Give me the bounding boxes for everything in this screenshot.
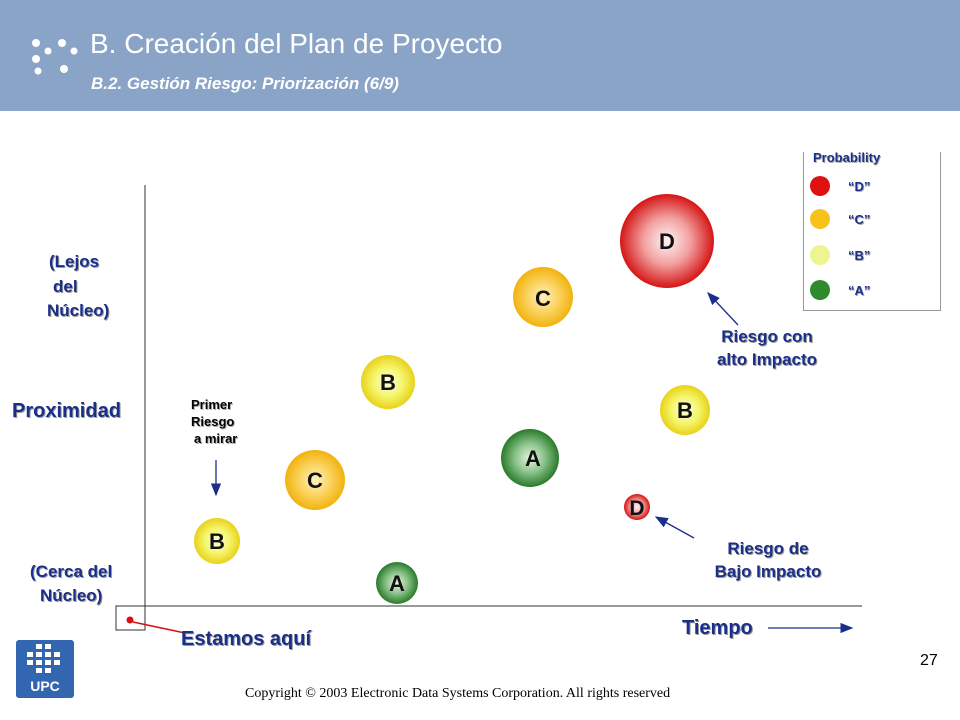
risk-label: D — [629, 497, 644, 520]
y-top-label-line1: (Lejos — [49, 252, 100, 271]
risk-label: B — [677, 398, 693, 423]
legend-box — [803, 152, 941, 311]
risk-label: B — [380, 370, 396, 395]
here-label: Estamos aquí — [181, 628, 312, 650]
y-bottom-label-line2: Núcleo) — [40, 586, 103, 605]
y-bottom-label-line1: (Cerca del — [30, 562, 113, 581]
risk-label: C — [307, 468, 323, 493]
legend-label-d: “D” — [848, 179, 871, 194]
upc-logo: UPC — [16, 640, 74, 698]
bubbles: B C A B A C D B — [194, 194, 714, 604]
risk-bubble: D — [624, 494, 650, 520]
low-impact-arrow — [654, 516, 695, 539]
high-impact-line1: Riesgo con — [721, 327, 813, 346]
page-subtitle: B.2. Gestión Riesgo: Priorización (6/9) — [91, 74, 399, 93]
risk-bubble: B — [361, 355, 415, 409]
risk-label: C — [535, 286, 551, 311]
legend-dot-b — [810, 245, 830, 265]
risk-bubble: A — [501, 429, 559, 487]
risk-label: A — [389, 571, 405, 596]
upc-logo-dots-icon — [27, 644, 60, 673]
x-axis-label: Tiempo — [682, 617, 753, 639]
risk-label: D — [659, 229, 675, 254]
y-top-label-line2: del — [53, 277, 78, 296]
here-pointer-line — [132, 621, 186, 634]
upc-logo-text: UPC — [30, 678, 60, 694]
legend-label-c: “C” — [848, 212, 871, 227]
legend-dot-d — [810, 176, 830, 196]
high-impact-line2: alto Impacto — [716, 350, 818, 369]
legend-dot-c — [810, 209, 830, 229]
page-title: B. Creación del Plan de Proyecto — [90, 28, 503, 59]
low-impact-line2: Bajo Impacto — [714, 562, 822, 581]
y-top-label-line3: Núcleo) — [47, 301, 110, 320]
risk-bubble: C — [285, 450, 345, 510]
dots-logo-icon — [32, 39, 78, 75]
legend-label-a: “A” — [848, 283, 871, 298]
first-risk-line3: a mirar — [194, 431, 238, 446]
risk-bubble: C — [513, 267, 573, 327]
page-number: 27 — [920, 652, 938, 669]
risk-label: B — [209, 529, 225, 554]
header-bar — [0, 0, 960, 111]
legend-label-b: “B” — [848, 248, 871, 263]
risk-label: A — [525, 446, 541, 471]
legend-dot-a — [810, 280, 830, 300]
here-marker-dot — [126, 616, 134, 624]
legend-title: Probability — [813, 150, 881, 165]
risk-bubble: B — [194, 518, 240, 564]
first-risk-line2: Riesgo — [191, 414, 235, 429]
first-risk-line1: Primer — [191, 397, 233, 412]
here-marker-box — [115, 605, 146, 631]
risk-bubble: A — [376, 562, 418, 604]
y-axis-label: Proximidad — [12, 400, 121, 422]
low-impact-line1: Riesgo de — [727, 539, 809, 558]
risk-bubble: B — [660, 385, 710, 435]
copyright-text: Copyright © 2003 Electronic Data Systems… — [245, 686, 671, 701]
high-impact-arrow — [707, 292, 739, 326]
risk-bubble: D — [620, 194, 714, 288]
